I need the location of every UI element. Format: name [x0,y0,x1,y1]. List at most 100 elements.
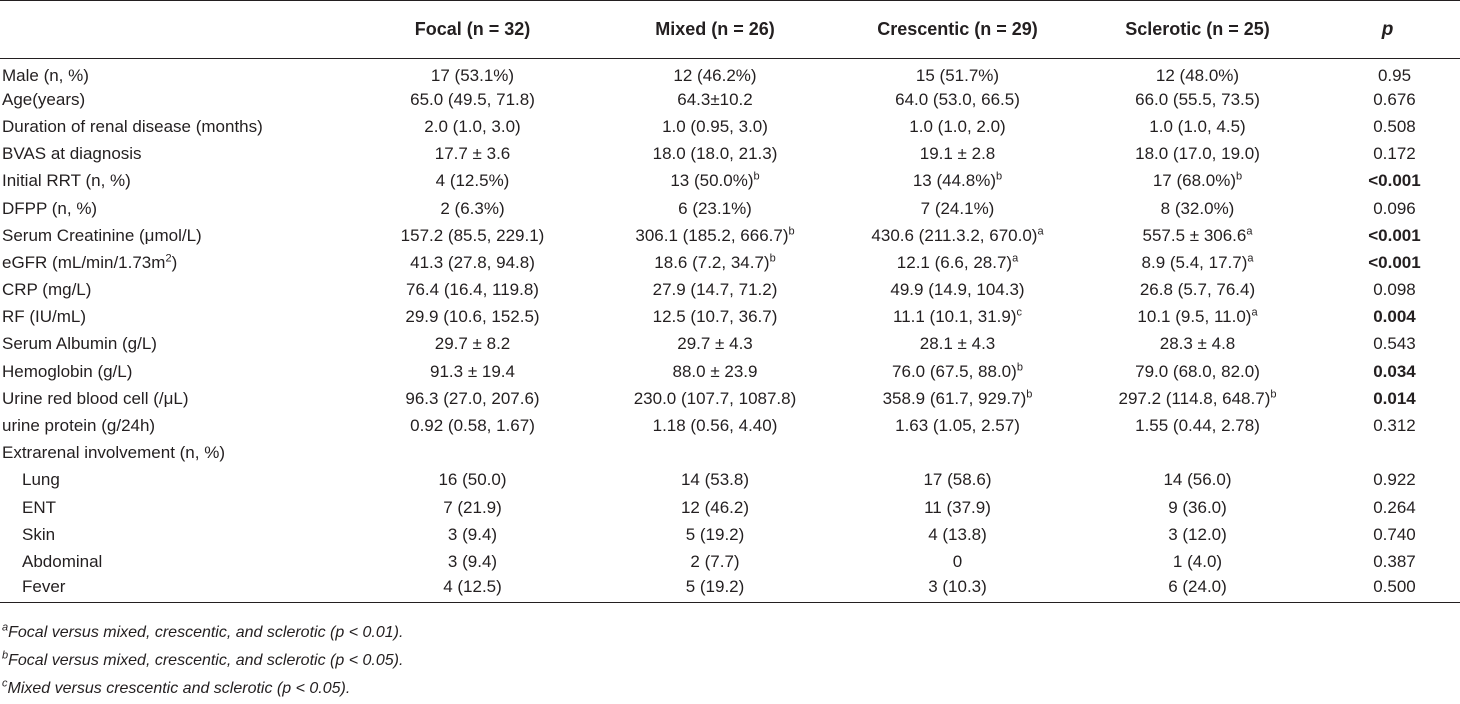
p-value-cell: 0.014 [1373,388,1416,408]
value-text: 19.1 ± 2.8 [919,144,996,164]
value-cell [1080,439,1315,466]
value-cell: 12 (46.2) [595,494,835,521]
value-text: 65.0 (49.5, 71.8) [410,89,535,109]
value-cell: 1 (4.0) [1080,548,1315,575]
row-label: Serum Albumin (g/L) [0,330,350,357]
row-label-text: Lung [22,470,60,490]
row-label: RF (IU/mL) [0,303,350,330]
value-cell: 10.1 (9.5, 11.0)a [1080,303,1315,330]
value-text: 15 (51.7%) [915,65,1000,85]
value-cell: 79.0 (68.0, 82.0) [1080,358,1315,385]
value-cell: 18.0 (17.0, 19.0) [1080,140,1315,167]
value-cell: 64.0 (53.0, 66.5) [835,86,1080,113]
row-label-text: Abdominal [22,551,103,571]
value-text: 4 (12.5) [443,576,502,596]
table-row: Hemoglobin (g/L) 91.3 ± 19.4 88.0 ± 23.9 76… [0,358,1460,385]
value-cell: 8 (32.0%) [1080,194,1315,221]
value-text: 7 (24.1%) [920,198,995,218]
value-text: 3 (9.4) [447,551,498,571]
p-value-cell [1315,439,1460,466]
footnote-marker: a [1246,225,1253,238]
row-label: Duration of renal disease (months) [0,113,350,140]
value-cell: 7 (21.9) [350,494,595,521]
value-text: 64.0 (53.0, 66.5) [895,89,1020,109]
row-label: ENT [0,494,350,521]
header-cell-crescentic: Crescentic (n = 29) [835,0,1080,59]
value-text: 1.55 (0.44, 2.78) [1135,416,1260,436]
value-cell: 1.0 (1.0, 4.5) [1080,113,1315,140]
value-cell: 76.4 (16.4, 119.8) [350,276,595,303]
value-cell: 6 (23.1%) [595,194,835,221]
value-text: 76.0 (67.5, 88.0) [892,361,1017,381]
footnote-text: Focal versus mixed, crescentic, and scle… [8,652,404,669]
value-text: 2 (6.3%) [440,198,505,218]
value-cell: 9 (36.0) [1080,494,1315,521]
value-text: 1.18 (0.56, 4.40) [652,416,778,436]
value-cell [595,439,835,466]
value-cell: 96.3 (27.0, 207.6) [350,385,595,412]
row-label-text: urine protein (g/24h) [2,416,156,436]
value-cell: 1.0 (1.0, 2.0) [835,113,1080,140]
table-row: Skin 3 (9.4) 5 (19.2) 4 (13.8) 3 (12.0) 0.740 [0,521,1460,548]
value-text: 297.2 (114.8, 648.7) [1118,388,1271,408]
table-row: Serum Albumin (g/L) 29.7 ± 8.2 29.7 ± 4.3 2… [0,330,1460,357]
value-text: 12 (46.2) [680,497,750,517]
row-label-text: CRP (mg/L) [2,280,92,300]
header-cell-p: p [1315,0,1460,59]
value-cell: 5 (19.2) [595,575,835,603]
footnote-marker: b [1270,388,1277,401]
header-cell-label [0,0,350,59]
value-text: 14 (56.0) [1163,470,1232,490]
row-label: Hemoglobin (g/L) [0,358,350,385]
row-label-text: RF (IU/mL) [2,307,87,327]
value-cell: 12 (48.0%) [1080,59,1315,86]
value-cell: 230.0 (107.7, 1087.8) [595,385,835,412]
footnote-marker: b [788,225,795,238]
p-value-cell: 0.500 [1315,575,1460,603]
p-value-cell: 0.264 [1373,497,1416,517]
footnote-marker: b [1026,388,1033,401]
value-cell: 29.7 ± 8.2 [350,330,595,357]
row-label-text: Hemoglobin (g/L) [2,361,133,381]
value-text: 13 (50.0%) [670,171,754,191]
value-cell: 1.55 (0.44, 2.78) [1080,412,1315,439]
value-text: 7 (21.9) [443,497,502,517]
footnote-marker: a [1012,252,1019,265]
table-row: Male (n, %) 17 (53.1%) 12 (46.2%) 15 (51.7%… [0,59,1460,86]
value-text: 6 (23.1%) [678,198,752,218]
value-cell: 3 (9.4) [350,548,595,575]
footnote-marker: a [1247,252,1254,265]
header-cell-mixed: Mixed (n = 26) [595,0,835,59]
value-text: 17.7 ± 3.6 [434,144,511,164]
value-cell: 0.92 (0.58, 1.67) [350,412,595,439]
value-text: 8.9 (5.4, 17.7) [1141,252,1248,272]
row-label: Lung [0,466,350,493]
row-label: CRP (mg/L) [0,276,350,303]
value-text: 230.0 (107.7, 1087.8) [633,388,797,408]
row-label-text: DFPP (n, %) [2,198,98,218]
table-row: Lung 16 (50.0) 14 (53.8) 17 (58.6) 14 (56.0)… [0,466,1460,493]
value-text: 0.92 (0.58, 1.67) [410,416,535,436]
value-cell: 3 (12.0) [1080,521,1315,548]
table-body: Male (n, %) 17 (53.1%) 12 (46.2%) 15 (51.7%… [0,59,1460,603]
value-text: 79.0 (68.0, 82.0) [1135,361,1260,381]
value-cell: 430.6 (211.3.2, 670.0)a [835,222,1080,249]
value-cell: 29.9 (10.6, 152.5) [350,303,595,330]
value-text: 76.4 (16.4, 119.8) [406,280,539,300]
value-cell: 14 (56.0) [1080,466,1315,493]
value-cell: 28.3 ± 4.8 [1080,330,1315,357]
value-cell: 4 (12.5) [350,575,595,603]
footnote-mark: c [2,677,8,690]
table-row: Age(years) 65.0 (49.5, 71.8) 64.3±10.2 64.0… [0,86,1460,113]
footnote-marker: b [1016,361,1023,373]
value-text: 1.0 (1.0, 2.0) [909,116,1006,136]
value-text: 13 (44.8%) [912,171,997,191]
p-value-cell: 0.034 [1373,361,1416,381]
value-cell: 2.0 (1.0, 3.0) [350,113,595,140]
value-cell: 91.3 ± 19.4 [350,358,595,385]
value-cell: 66.0 (55.5, 73.5) [1080,86,1315,113]
value-cell: 1.63 (1.05, 2.57) [835,412,1080,439]
value-text: 5 (19.2) [685,576,745,596]
value-text: 9 (36.0) [1168,497,1227,517]
value-text: 17 (58.6) [923,470,992,490]
